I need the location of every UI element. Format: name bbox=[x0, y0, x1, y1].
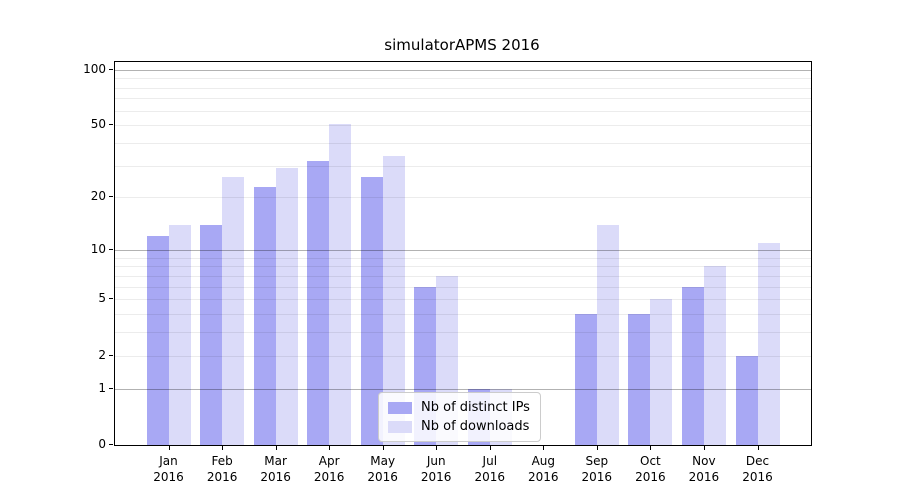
gridline-minor-20 bbox=[115, 197, 811, 198]
bar-nb-of-distinct-ips-oct bbox=[628, 314, 651, 445]
y-tick-label-10: 10 bbox=[90, 242, 106, 256]
y-tick-10 bbox=[109, 249, 113, 250]
bar-nb-of-distinct-ips-may bbox=[360, 177, 383, 445]
y-tick-label-2: 2 bbox=[98, 348, 106, 362]
legend-item-downloads: Nb of downloads bbox=[388, 417, 530, 436]
plot-area: Nb of distinct IPs Nb of downloads bbox=[114, 61, 812, 446]
x-tick-label-dec: Dec 2016 bbox=[742, 454, 773, 484]
bar-nb-of-distinct-ips-sep bbox=[574, 314, 597, 445]
bar-nb-of-downloads-nov bbox=[703, 266, 726, 445]
y-tick-label-0: 0 bbox=[98, 437, 106, 451]
x-tick-aug bbox=[543, 446, 545, 450]
gridline-minor-50 bbox=[115, 125, 811, 126]
bar-nb-of-downloads-may bbox=[382, 156, 405, 445]
legend-item-distinct-ips: Nb of distinct IPs bbox=[388, 398, 530, 417]
x-tick-mar bbox=[275, 446, 277, 450]
x-tick-label-oct: Oct 2016 bbox=[635, 454, 666, 484]
bar-nb-of-distinct-ips-dec bbox=[735, 356, 758, 445]
x-tick-label-nov: Nov 2016 bbox=[688, 454, 720, 484]
gridline-minor-90 bbox=[115, 78, 811, 79]
legend-swatch-downloads bbox=[388, 420, 412, 433]
x-tick-label-mar: Mar 2016 bbox=[260, 454, 291, 484]
y-tick-label-50: 50 bbox=[90, 117, 106, 131]
bar-nb-of-downloads-apr bbox=[329, 124, 352, 445]
chart-title: simulatorAPMS 2016 bbox=[384, 36, 540, 54]
x-tick-jan bbox=[168, 446, 170, 450]
gridline-minor-80 bbox=[115, 88, 811, 89]
bar-nb-of-downloads-feb bbox=[222, 177, 245, 445]
y-tick-100 bbox=[109, 69, 113, 70]
bar-nb-of-downloads-mar bbox=[275, 168, 298, 445]
x-tick-label-jul: Jul 2016 bbox=[474, 454, 506, 484]
x-tick-sep bbox=[596, 446, 598, 450]
bar-nb-of-distinct-ips-mar bbox=[253, 187, 276, 445]
x-tick-jun bbox=[436, 446, 438, 450]
x-tick-oct bbox=[650, 446, 652, 450]
gridline-minor-60 bbox=[115, 111, 811, 112]
y-tick-label-1: 1 bbox=[98, 381, 106, 395]
legend-swatch-distinct-ips bbox=[388, 401, 412, 414]
bar-nb-of-downloads-dec bbox=[757, 243, 780, 445]
x-tick-jul bbox=[489, 446, 491, 450]
x-tick-label-aug: Aug 2016 bbox=[528, 454, 559, 484]
bar-nb-of-distinct-ips-feb bbox=[200, 225, 223, 445]
x-tick-apr bbox=[329, 446, 331, 450]
y-tick-20 bbox=[109, 196, 113, 197]
x-tick-label-feb: Feb 2016 bbox=[206, 454, 238, 484]
x-tick-label-sep: Sep 2016 bbox=[581, 454, 613, 484]
y-tick-2 bbox=[109, 355, 113, 356]
bar-nb-of-downloads-jan bbox=[168, 225, 191, 445]
bar-nb-of-distinct-ips-nov bbox=[682, 287, 704, 445]
x-tick-dec bbox=[757, 446, 759, 450]
gridline-minor-70 bbox=[115, 98, 811, 99]
y-tick-50 bbox=[109, 124, 113, 125]
bar-nb-of-downloads-oct bbox=[650, 299, 673, 445]
gridline-minor-30 bbox=[115, 166, 811, 167]
legend-label-distinct-ips: Nb of distinct IPs bbox=[421, 400, 530, 415]
y-tick-5 bbox=[109, 298, 113, 299]
gridline-minor-40 bbox=[115, 143, 811, 144]
bar-nb-of-distinct-ips-apr bbox=[307, 161, 330, 445]
x-tick-feb bbox=[222, 446, 224, 450]
y-tick-1 bbox=[109, 388, 113, 389]
x-tick-may bbox=[382, 446, 384, 450]
gridline-major-100 bbox=[115, 70, 811, 71]
y-tick-0 bbox=[109, 444, 113, 445]
y-tick-label-20: 20 bbox=[90, 189, 106, 203]
x-tick-label-apr: Apr 2016 bbox=[313, 454, 345, 484]
x-tick-nov bbox=[703, 446, 705, 450]
y-tick-label-5: 5 bbox=[98, 291, 106, 305]
legend-label-downloads: Nb of downloads bbox=[421, 419, 530, 434]
x-tick-label-jun: Jun 2016 bbox=[420, 454, 452, 484]
bar-nb-of-distinct-ips-jan bbox=[146, 236, 169, 445]
x-tick-label-may: May 2016 bbox=[367, 454, 398, 484]
y-tick-label-100: 100 bbox=[83, 62, 106, 76]
bar-nb-of-downloads-sep bbox=[596, 225, 619, 445]
x-tick-label-jan: Jan 2016 bbox=[153, 454, 184, 484]
legend: Nb of distinct IPs Nb of downloads bbox=[378, 392, 541, 442]
